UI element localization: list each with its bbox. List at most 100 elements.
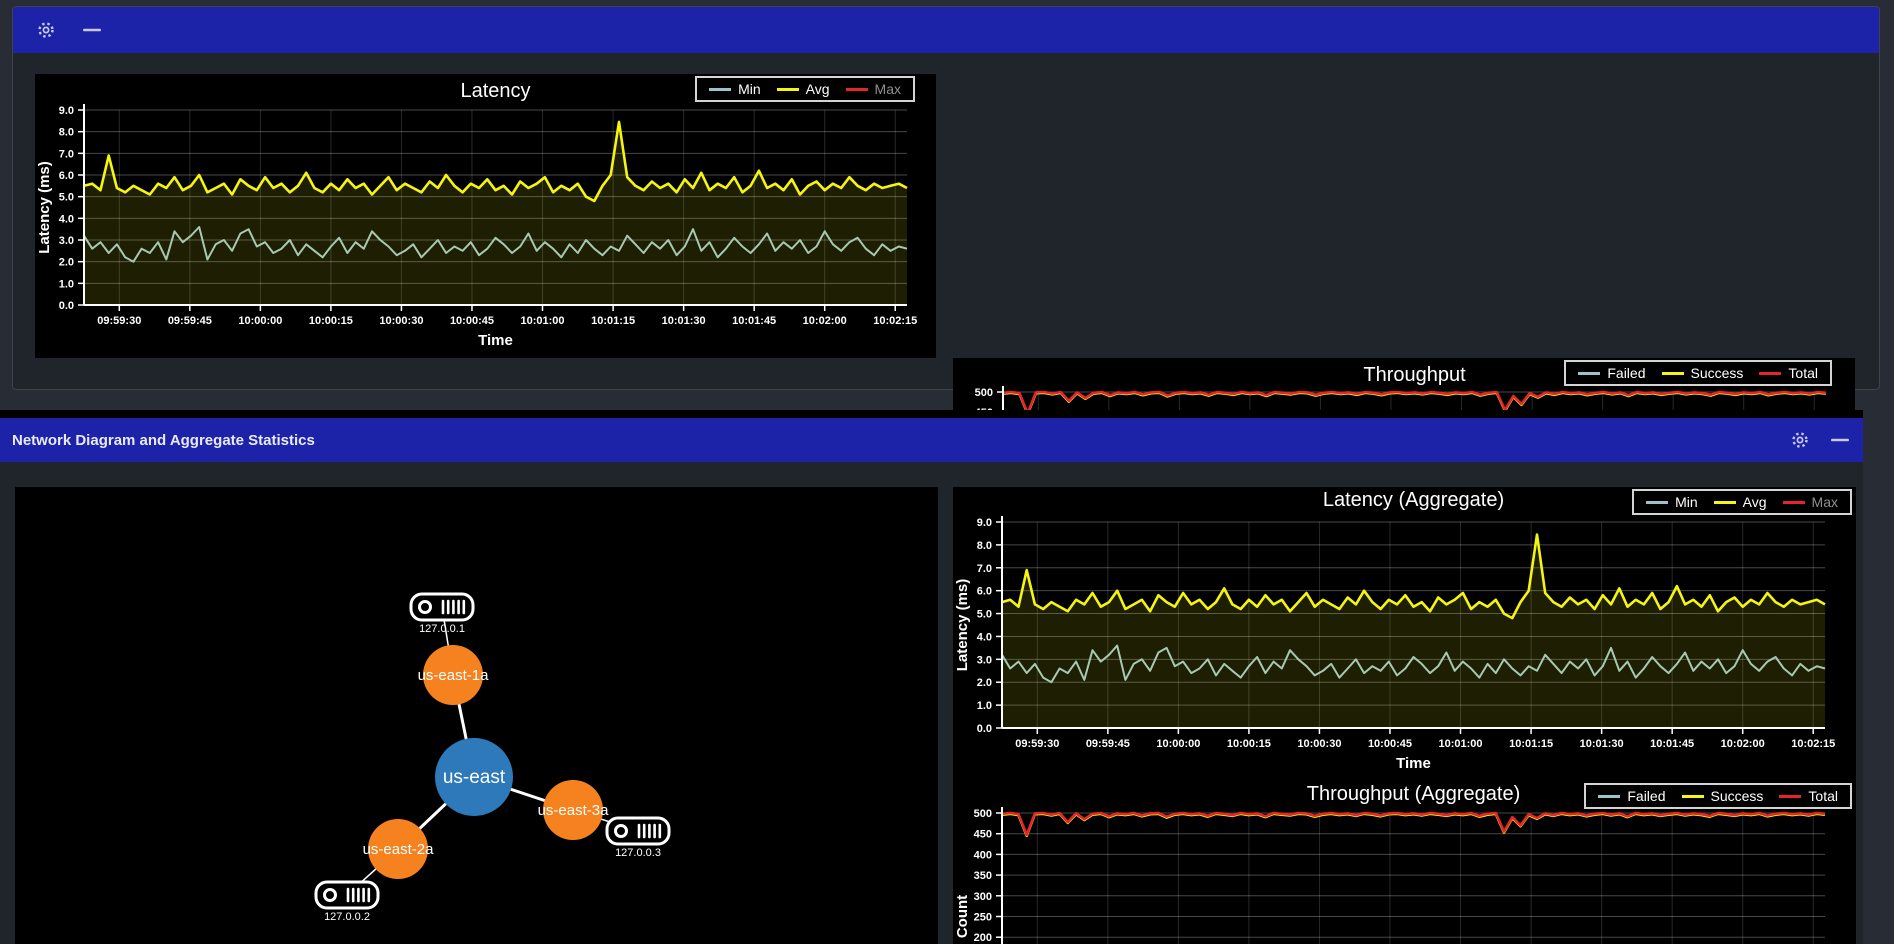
legend-item-total[interactable]: Total [1759, 365, 1818, 381]
min-series-line [1001, 644, 1826, 684]
server-icon[interactable] [605, 816, 671, 846]
legend-item-max[interactable]: Max [845, 81, 901, 97]
series [1001, 533, 1826, 728]
legend-label: Total [1808, 788, 1838, 804]
legend-item-failed[interactable]: Failed [1598, 788, 1666, 804]
legend-label: Avg [1742, 494, 1767, 510]
svg-text:300: 300 [974, 891, 992, 903]
svg-text:10:01:15: 10:01:15 [591, 315, 635, 327]
minimize-icon[interactable] [81, 19, 103, 41]
legend-label: Min [1675, 494, 1698, 510]
axes [996, 807, 1003, 944]
zone-node-label: us-east-2a [363, 841, 435, 858]
axes [78, 104, 907, 311]
svg-text:10:00:45: 10:00:45 [1368, 738, 1412, 750]
settings-gear-icon[interactable] [1789, 429, 1811, 451]
svg-text:10:01:30: 10:01:30 [662, 315, 706, 327]
svg-text:10:00:00: 10:00:00 [238, 315, 282, 327]
svg-text:Time: Time [478, 332, 513, 349]
legend-item-failed[interactable]: Failed [1578, 365, 1646, 381]
legend-swatch [709, 87, 732, 91]
svg-text:450: 450 [974, 829, 992, 841]
svg-text:10:01:00: 10:01:00 [520, 315, 564, 327]
legend-swatch [1681, 794, 1704, 798]
legend-label: Failed [1627, 788, 1666, 804]
hub-node-label: us-east [443, 767, 506, 788]
zone-node-us-east-2a[interactable]: us-east-2a [363, 819, 435, 879]
svg-text:10:00:15: 10:00:15 [309, 315, 353, 327]
chart-title: Latency [460, 80, 531, 102]
svg-text:9.0: 9.0 [977, 517, 992, 529]
charts-panel-header [13, 7, 1879, 53]
svg-text:10:02:00: 10:02:00 [803, 315, 847, 327]
axis-titles: CountTime [954, 895, 971, 938]
svg-text:7.0: 7.0 [977, 563, 992, 575]
svg-text:10:01:45: 10:01:45 [732, 315, 776, 327]
minimize-icon[interactable] [1829, 429, 1851, 451]
success-series-line [1001, 812, 1826, 838]
chart-title: Throughput (Aggregate) [1306, 783, 1521, 805]
svg-text:350: 350 [974, 870, 992, 882]
legend-swatch [776, 87, 799, 91]
zone-node-label: us-east-3a [538, 802, 610, 819]
axis-titles: Latency (ms) Time [36, 161, 513, 349]
legend-label: Max [1811, 494, 1838, 510]
svg-text:Count: Count [954, 895, 971, 938]
hub-node-us-east[interactable]: us-east [435, 738, 513, 816]
svg-text:400: 400 [974, 849, 992, 861]
tick-labels: 0.0 1.0 2.0 3.0 4.0 5.0 6.0 7.0 8.0 9.0 09:59:30 09… [59, 105, 918, 327]
svg-text:6.0: 6.0 [977, 586, 992, 598]
legend-item-success[interactable]: Success [1681, 788, 1764, 804]
svg-text:10:02:00: 10:02:00 [1721, 738, 1765, 750]
panel-controls [1789, 429, 1851, 451]
svg-text:5.0: 5.0 [977, 609, 992, 621]
avg-series-fill [1002, 534, 1825, 728]
svg-text:10:02:15: 10:02:15 [1791, 738, 1835, 750]
legend-label: Success [1710, 788, 1764, 804]
settings-gear-icon[interactable] [35, 19, 57, 41]
axes [996, 516, 1825, 734]
chart-legend: Failed Success Total [1564, 360, 1832, 386]
svg-text:4.0: 4.0 [977, 631, 992, 643]
throughput-aggregate-chart: Throughput (Aggregate) Failed Success Total… [953, 783, 1856, 944]
chart-title: Latency (Aggregate) [1322, 489, 1505, 511]
avg-series-line [1001, 533, 1826, 620]
svg-text:3.0: 3.0 [977, 654, 992, 666]
svg-text:10:01:30: 10:01:30 [1580, 738, 1624, 750]
latency_agg-plot: 0.0 1.0 2.0 3.0 4.0 5.0 6.0 7.0 8.0 9.0 09:59:30 09… [954, 516, 1836, 772]
legend-item-success[interactable]: Success [1661, 365, 1743, 381]
chart-title: Throughput [1363, 364, 1466, 386]
svg-text:1.0: 1.0 [977, 700, 992, 712]
svg-text:10:00:15: 10:00:15 [1227, 738, 1271, 750]
svg-text:2.0: 2.0 [977, 677, 992, 689]
legend-swatch [1661, 371, 1684, 375]
legend-item-min[interactable]: Min [1646, 494, 1698, 510]
legend-swatch [845, 87, 868, 91]
zone-node-us-east-1a[interactable]: us-east-1a [418, 645, 490, 705]
legend-label: Total [1788, 365, 1818, 381]
avg-series-fill [84, 121, 907, 306]
svg-text:10:01:45: 10:01:45 [1650, 738, 1694, 750]
avg-series-line [83, 120, 908, 203]
latency-chart: Latency Min Avg Max 0.0 1.0 2.0 3.0 4.0 5.0 6.0 7.0… [35, 74, 936, 358]
total-series-line [1001, 811, 1826, 837]
legend-label: Failed [1607, 365, 1646, 381]
tick-labels: 0.0 1.0 2.0 3.0 4.0 5.0 6.0 7.0 8.0 9.0 09:59:30 09… [977, 517, 1836, 750]
legend-item-avg[interactable]: Avg [1713, 494, 1767, 510]
series [83, 120, 908, 306]
min-series-line [83, 226, 908, 263]
svg-text:10:01:00: 10:01:00 [1438, 738, 1482, 750]
zone-node-us-east-3a[interactable]: us-east-3a [538, 780, 610, 840]
svg-text:5.0: 5.0 [59, 192, 74, 204]
legend-item-max[interactable]: Max [1782, 494, 1838, 510]
legend-item-avg[interactable]: Avg [776, 81, 830, 97]
svg-text:9.0: 9.0 [59, 105, 74, 117]
chart-legend: Min Avg Max [695, 76, 915, 102]
server-icon[interactable] [314, 880, 380, 910]
legend-label: Max [874, 81, 901, 97]
server-icon[interactable] [409, 592, 475, 622]
legend-item-total[interactable]: Total [1779, 788, 1838, 804]
legend-item-min[interactable]: Min [709, 81, 761, 97]
svg-text:10:00:30: 10:00:30 [1297, 738, 1341, 750]
svg-text:10:00:00: 10:00:00 [1156, 738, 1200, 750]
